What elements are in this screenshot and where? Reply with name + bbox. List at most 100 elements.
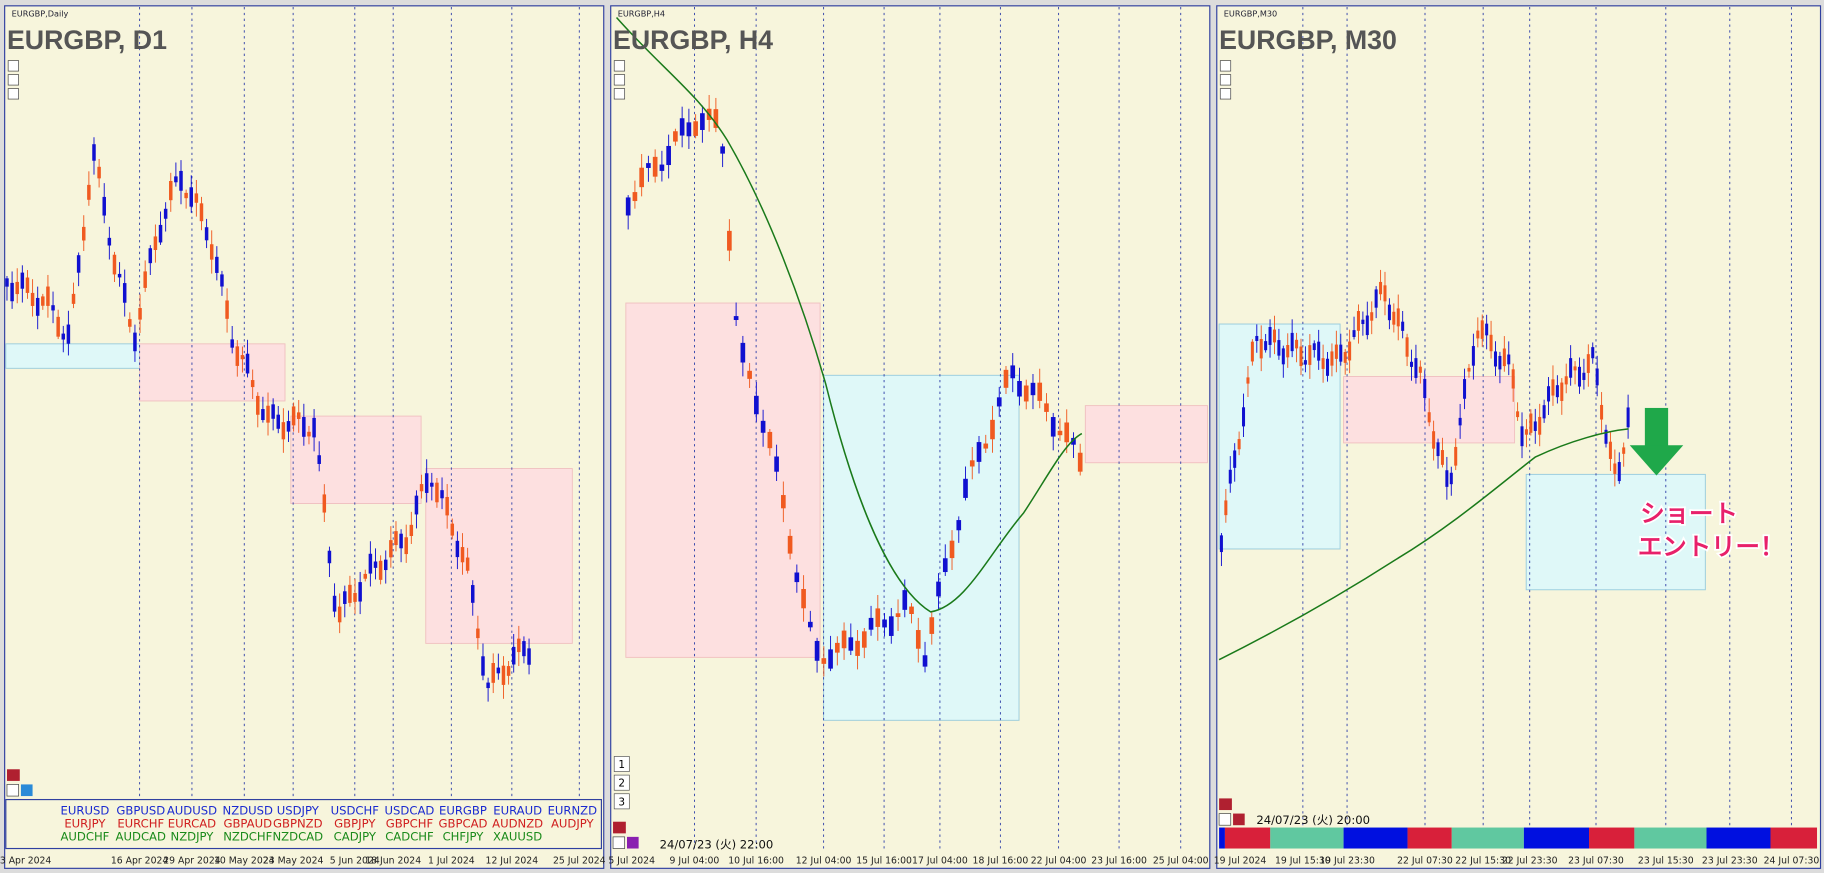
symbol[interactable]: NZDUSD <box>223 804 273 818</box>
button[interactable] <box>6 769 20 781</box>
candle-body <box>895 613 901 617</box>
candle-body <box>956 520 962 531</box>
candle-body <box>363 573 368 579</box>
button[interactable] <box>20 784 33 797</box>
symbol[interactable]: GBPNZD <box>273 817 323 831</box>
symbol[interactable]: AUDCHF <box>60 829 109 843</box>
symbol[interactable]: CADJPY <box>334 829 377 843</box>
x-tick-label: 12 Jul 2024 <box>486 856 539 867</box>
candle-body <box>148 248 153 264</box>
zoom-buttons[interactable]: 1 2 3 <box>613 756 630 810</box>
candle-body <box>1237 439 1241 450</box>
symbol[interactable]: EURAUD <box>493 804 542 818</box>
candle-body <box>1374 289 1378 308</box>
symbol[interactable]: GBPAUD <box>223 817 272 831</box>
candle-body <box>774 456 779 472</box>
candle-body <box>245 353 250 374</box>
candle-body <box>673 131 678 142</box>
symbol[interactable]: GBPJPY <box>334 817 376 831</box>
candle-body <box>1071 437 1076 445</box>
candle-body <box>915 630 921 649</box>
candle-body <box>15 281 19 295</box>
candle-body <box>281 422 286 440</box>
symbol[interactable]: EURGBP <box>439 804 487 818</box>
candle-body <box>184 192 188 199</box>
x-tick-label: 24 Jul 07:30 <box>1764 856 1820 867</box>
candle-body <box>409 524 414 537</box>
candle-body <box>922 655 928 667</box>
symbol[interactable]: NZDJPY <box>171 829 215 843</box>
x-tick-label: 23 Jul 16:00 <box>1091 856 1147 867</box>
candle-body <box>1365 315 1369 336</box>
candle-body <box>1547 386 1551 402</box>
button[interactable] <box>6 784 19 797</box>
symbol[interactable]: GBPCAD <box>438 817 487 831</box>
scroll-controls <box>7 60 1232 100</box>
candle-body <box>1502 348 1506 367</box>
candle-body <box>1401 321 1405 331</box>
symbol[interactable]: GBPUSD <box>116 804 165 818</box>
candle-body <box>169 181 173 201</box>
symbol[interactable]: AUDJPY <box>551 817 595 831</box>
candle-body <box>1064 422 1070 443</box>
symbol[interactable]: CHFJPY <box>443 829 485 843</box>
button-label[interactable]: 1 <box>618 759 625 771</box>
button-label[interactable]: 2 <box>618 778 625 790</box>
symbol[interactable]: NZDCAD <box>273 829 324 843</box>
symbol[interactable]: CADCHF <box>385 829 434 843</box>
symbol[interactable]: USDCHF <box>331 804 380 818</box>
symbol[interactable]: EURCHF <box>117 817 164 831</box>
button[interactable] <box>1219 798 1232 811</box>
candle-body <box>235 346 240 366</box>
candle-body <box>740 342 746 363</box>
candle-body <box>501 665 506 685</box>
candle-body <box>122 283 127 303</box>
candle-body <box>455 540 460 558</box>
candle-body <box>1264 341 1268 351</box>
candle-body <box>112 254 117 275</box>
symbol[interactable]: GBPCHF <box>386 817 434 831</box>
candle-body <box>87 184 91 200</box>
candle-body <box>1334 344 1338 359</box>
zone <box>5 343 141 369</box>
symbol[interactable]: USDCAD <box>385 804 435 818</box>
button[interactable] <box>613 774 630 791</box>
candle-body <box>1613 463 1617 474</box>
close-buttons[interactable] <box>6 769 1245 849</box>
symbol[interactable]: AUDCAD <box>116 829 166 843</box>
button[interactable] <box>613 821 626 834</box>
symbol-list[interactable]: EURUSD GBPUSD AUDUSD NZDUSD USDJPY USDCHF USDC… <box>60 804 597 844</box>
symbol[interactable]: USDJPY <box>277 804 320 818</box>
x-tick-label: 10 May 2024 <box>214 856 275 867</box>
symbol[interactable]: NZDCHF <box>223 829 272 843</box>
zone <box>823 374 1020 721</box>
candle-body <box>471 585 475 603</box>
zone <box>425 468 573 644</box>
symbol[interactable]: EURUSD <box>61 804 110 818</box>
candle-body <box>302 417 306 437</box>
button[interactable] <box>627 836 639 849</box>
symbol[interactable]: AUDNZD <box>492 817 543 831</box>
candle-body <box>814 640 820 661</box>
candle-body <box>1224 500 1228 516</box>
candle-body <box>942 558 948 573</box>
candle-body <box>1321 358 1325 369</box>
symbol[interactable]: EURJPY <box>64 817 106 831</box>
candle-body <box>496 667 501 674</box>
symbol[interactable]: XAUUSD <box>493 829 542 843</box>
button[interactable] <box>613 756 630 772</box>
candle-body <box>1573 366 1577 371</box>
button[interactable] <box>612 836 626 849</box>
symbol[interactable]: AUDUSD <box>167 804 217 818</box>
candle-body <box>1023 385 1029 402</box>
button[interactable] <box>1218 813 1232 826</box>
panel-title: EURGBP, M30 <box>1219 25 1397 55</box>
symbol[interactable]: EURCAD <box>168 817 216 831</box>
button-label[interactable]: 3 <box>618 796 625 808</box>
button[interactable] <box>1233 813 1245 826</box>
candle-body <box>1387 304 1391 321</box>
symbol[interactable]: EURNZD <box>548 804 598 818</box>
button[interactable] <box>613 793 630 810</box>
x-tick-label: 17 Jul 04:00 <box>912 856 968 867</box>
candle-body <box>625 197 631 216</box>
